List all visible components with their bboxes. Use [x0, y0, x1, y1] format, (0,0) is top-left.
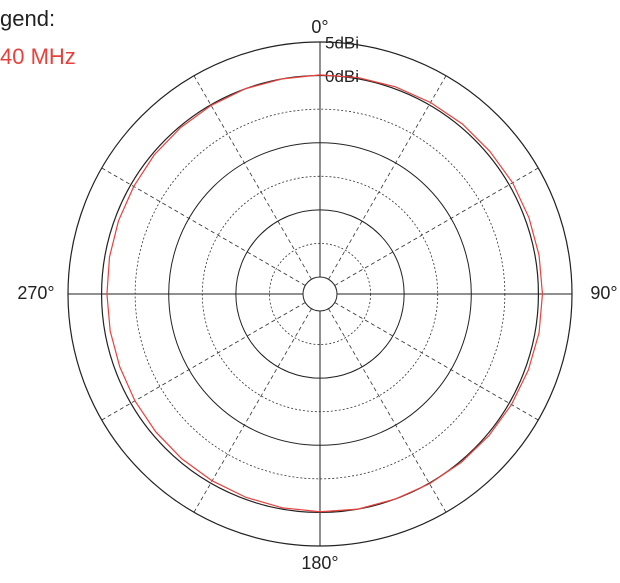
grid-spoke	[101, 302, 306, 421]
pattern-line	[106, 74, 544, 513]
grid-ring	[100, 74, 540, 514]
grid-spoke	[334, 302, 539, 421]
legend-entry: 40 MHz	[0, 44, 76, 69]
grid-spoke	[193, 308, 312, 513]
theta-tick-label: 90°	[590, 283, 617, 303]
r-tick-label: 5dBi	[325, 33, 359, 52]
legend-title: gend:	[0, 6, 55, 31]
theta-tick-label: 0°	[311, 17, 328, 37]
grid-spoke	[101, 167, 306, 286]
theta-tick-label: 270°	[17, 283, 54, 303]
grid-ring	[302, 276, 338, 312]
grid-ring	[67, 41, 573, 547]
grid-spoke	[328, 308, 447, 513]
theta-tick-label: 180°	[301, 553, 338, 573]
